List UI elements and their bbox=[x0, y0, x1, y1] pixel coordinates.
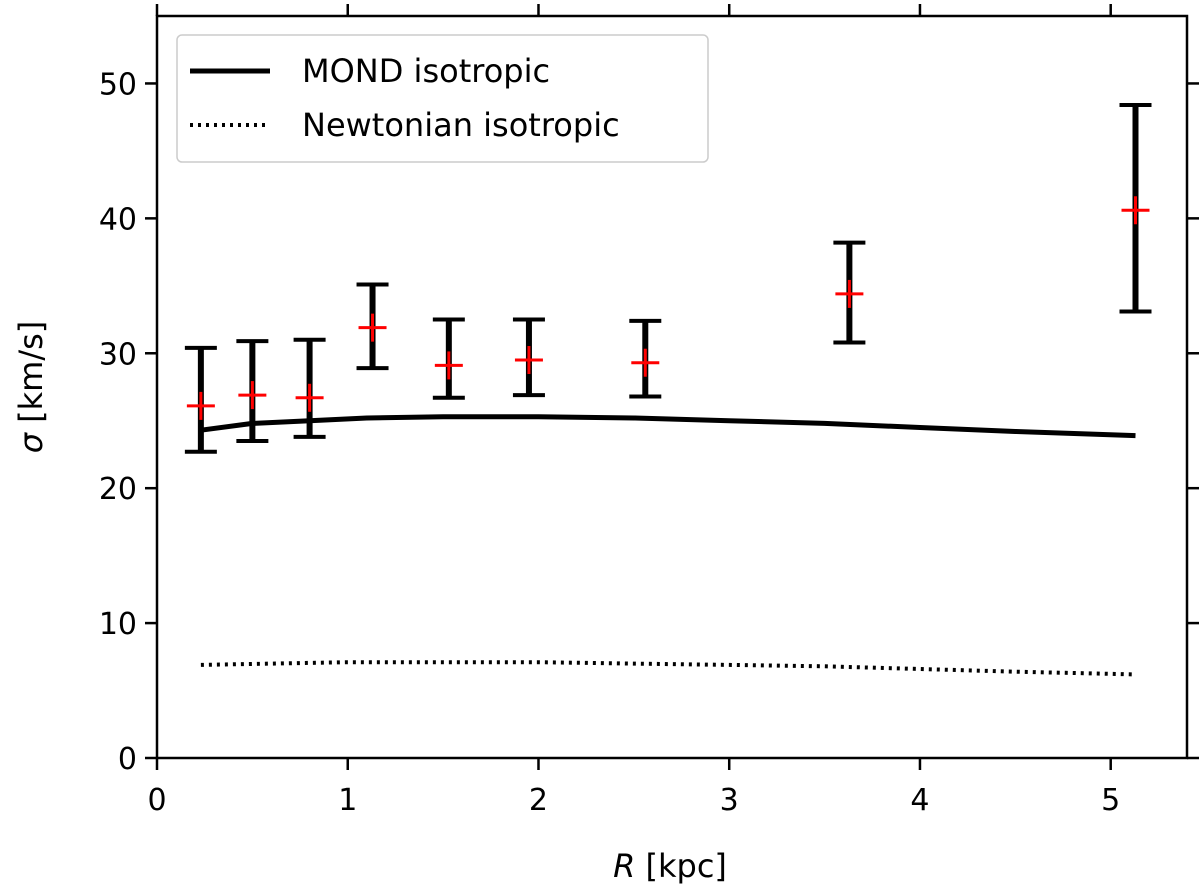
y-tick-label: 10 bbox=[99, 607, 137, 642]
x-axis-label-symbol: R bbox=[613, 847, 635, 885]
x-tick-label: 0 bbox=[147, 783, 166, 818]
y-axis-label-symbol: σ bbox=[12, 431, 50, 453]
x-axis-label-unit: [kpc] bbox=[635, 847, 727, 885]
legend: MOND isotropic Newtonian isotropic bbox=[176, 34, 709, 163]
y-axis-label-unit: [km/s] bbox=[12, 321, 50, 433]
y-axis-label: σ [km/s] bbox=[12, 321, 50, 454]
legend-box bbox=[176, 34, 709, 163]
y-tick-label: 40 bbox=[99, 202, 137, 237]
plot-frame bbox=[155, 14, 1189, 760]
x-tick-label: 2 bbox=[529, 783, 548, 818]
x-axis-label: R [kpc] bbox=[613, 847, 727, 885]
x-tick-label: 4 bbox=[910, 783, 929, 818]
mond-isotropic-line bbox=[200, 414, 1136, 439]
x-tick-label: 3 bbox=[720, 783, 739, 818]
x-tick-label: 5 bbox=[1101, 783, 1120, 818]
y-tick-label: 50 bbox=[99, 67, 137, 102]
y-tick-label: 0 bbox=[118, 742, 137, 777]
newtonian-isotropic-line bbox=[200, 660, 1136, 677]
y-tick-label: 30 bbox=[99, 337, 137, 372]
legend-label-mond: MOND isotropic bbox=[302, 52, 550, 90]
series-layer bbox=[200, 414, 1136, 677]
x-tick-label: 1 bbox=[338, 783, 357, 818]
legend-label-newtonian: Newtonian isotropic bbox=[302, 106, 620, 144]
observation-layer bbox=[184, 103, 1152, 454]
y-tick-label: 20 bbox=[99, 472, 137, 507]
